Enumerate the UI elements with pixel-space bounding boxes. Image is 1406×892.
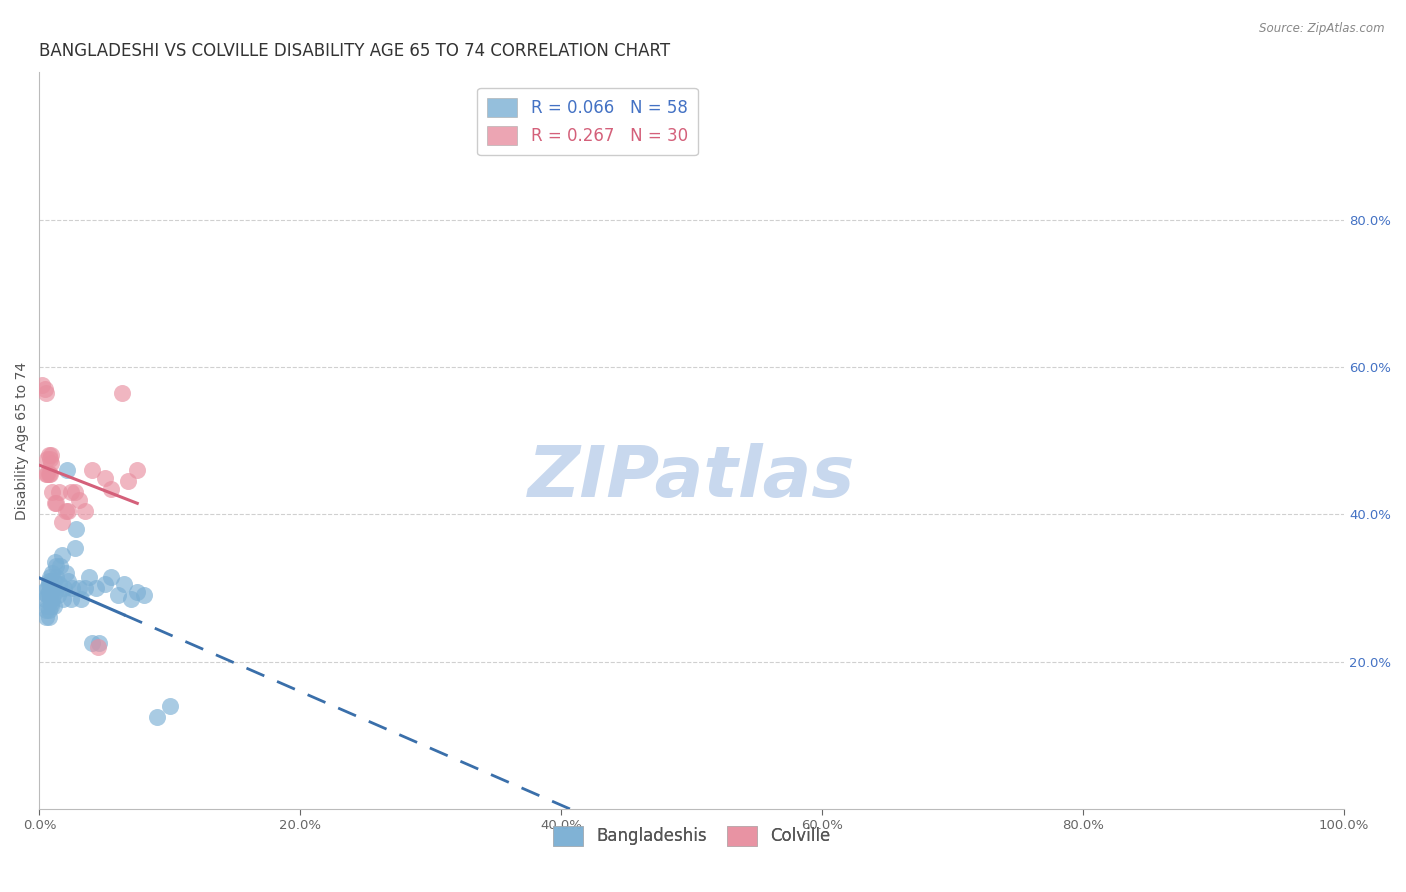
Point	[110, 385, 132, 400]
Point	[39, 449, 62, 463]
Point	[35, 610, 58, 624]
Point	[56, 504, 79, 518]
Point	[42, 574, 65, 588]
Point	[37, 588, 59, 602]
Point	[93, 577, 115, 591]
Point	[38, 452, 60, 467]
Point	[38, 584, 60, 599]
Point	[39, 599, 62, 614]
Point	[41, 566, 63, 581]
Point	[100, 570, 122, 584]
Point	[38, 577, 60, 591]
Point	[112, 577, 135, 591]
Point	[63, 541, 86, 555]
Point	[38, 570, 60, 584]
Point	[159, 698, 181, 713]
Point	[84, 581, 107, 595]
Point	[117, 474, 139, 488]
Point	[44, 584, 66, 599]
Point	[51, 548, 73, 562]
Point	[120, 592, 142, 607]
Legend: Bangladeshis, Colville: Bangladeshis, Colville	[547, 820, 837, 852]
Point	[70, 592, 93, 607]
Point	[146, 710, 169, 724]
Point	[100, 482, 122, 496]
Point	[39, 574, 62, 588]
Point	[35, 385, 58, 400]
Point	[46, 588, 69, 602]
Point	[80, 463, 103, 477]
Point	[53, 581, 76, 595]
Point	[49, 558, 72, 573]
Point	[127, 463, 149, 477]
Point	[55, 566, 77, 581]
Point	[38, 574, 60, 588]
Point	[59, 592, 82, 607]
Point	[87, 640, 110, 654]
Point	[38, 588, 60, 602]
Point	[93, 470, 115, 484]
Text: BANGLADESHI VS COLVILLE DISABILITY AGE 65 TO 74 CORRELATION CHART: BANGLADESHI VS COLVILLE DISABILITY AGE 6…	[39, 42, 671, 60]
Point	[38, 467, 60, 481]
Point	[45, 558, 67, 573]
Point	[38, 449, 60, 463]
Point	[32, 584, 55, 599]
Point	[60, 581, 83, 595]
Point	[67, 581, 90, 595]
Point	[75, 504, 97, 518]
Point	[31, 378, 53, 392]
Point	[41, 581, 63, 595]
Point	[55, 504, 77, 518]
Point	[52, 592, 75, 607]
Point	[37, 581, 59, 595]
Point	[39, 596, 62, 610]
Point	[75, 581, 97, 595]
Point	[39, 584, 62, 599]
Point	[89, 636, 111, 650]
Point	[63, 485, 86, 500]
Point	[45, 496, 67, 510]
Point	[59, 485, 82, 500]
Point	[44, 496, 66, 510]
Point	[38, 577, 60, 591]
Point	[41, 485, 63, 500]
Point	[127, 584, 149, 599]
Point	[38, 467, 60, 481]
Point	[37, 467, 59, 481]
Point	[34, 592, 56, 607]
Point	[51, 515, 73, 529]
Y-axis label: Disability Age 65 to 74: Disability Age 65 to 74	[15, 361, 30, 520]
Point	[80, 636, 103, 650]
Point	[48, 485, 70, 500]
Point	[39, 456, 62, 470]
Point	[132, 588, 155, 602]
Point	[65, 522, 87, 536]
Point	[35, 603, 58, 617]
Point	[44, 555, 66, 569]
Text: ZIPatlas: ZIPatlas	[529, 443, 855, 512]
Point	[35, 467, 58, 481]
Point	[45, 570, 67, 584]
Point	[34, 382, 56, 396]
Text: Source: ZipAtlas.com: Source: ZipAtlas.com	[1260, 22, 1385, 36]
Point	[77, 570, 100, 584]
Point	[56, 463, 79, 477]
Point	[42, 599, 65, 614]
Point	[67, 492, 90, 507]
Point	[38, 610, 60, 624]
Point	[37, 599, 59, 614]
Point	[48, 577, 70, 591]
Point	[37, 452, 59, 467]
Point	[38, 603, 60, 617]
Point	[56, 574, 79, 588]
Point	[38, 592, 60, 607]
Point	[107, 588, 129, 602]
Point	[41, 592, 63, 607]
